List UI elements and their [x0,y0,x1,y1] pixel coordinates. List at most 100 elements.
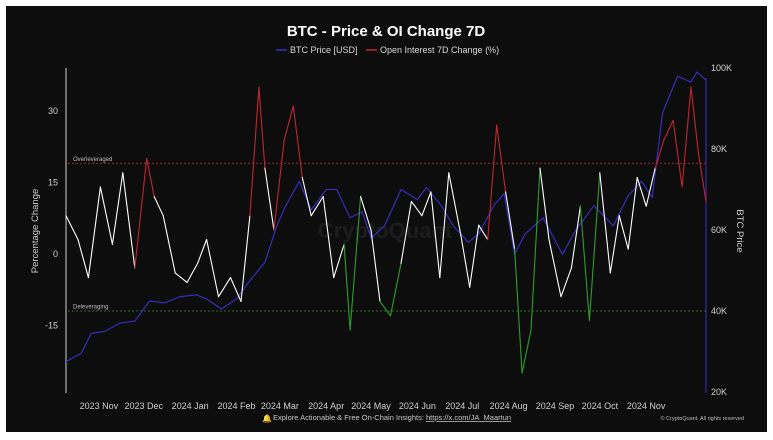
oi-segment [229,277,242,303]
oi-segment [258,86,266,169]
footer-caption: Explore Actionable & Free On-Chain Insig… [273,413,426,422]
oi-segment [521,329,532,374]
oi-segment [77,238,89,279]
oi-segment [460,234,471,288]
oi-segment [301,177,312,217]
y-tick-label: 0 [53,249,58,259]
oi-segment [539,167,550,241]
oi-segment [162,215,176,274]
oi-segment [478,224,489,241]
oi-segment [400,200,412,264]
copyright: © CryptoQuant. All rights reserved [660,415,744,422]
oi-segment [579,205,590,322]
oi-segment [421,191,432,217]
x-tick-label: 2024 Mar [261,401,299,411]
oi-segment [469,224,480,288]
x-tick-label: 2024 Feb [217,401,255,411]
oi-segment [609,215,620,274]
oi-segment [448,172,462,236]
oi-segment [645,167,656,207]
y-tick-label: 15 [48,177,58,187]
threshold-lines: Overleveraged Deleveraging [68,157,706,312]
y-tick-label: -15 [45,320,58,330]
oi-segment [654,138,665,169]
oi-segment [99,186,113,245]
x-tick-label: 2023 Nov [80,401,119,411]
oi-segment [186,262,199,283]
x-tick-label: 2024 Aug [490,401,528,411]
oi-segment [514,248,523,374]
axis-ticks: 30 15 0 -15 100K 80K 60K 40K 20K 2023 Nov 2023 Dec… [45,63,732,411]
x-tick-label: 2024 May [351,401,391,411]
oi-segment [487,124,498,241]
oi-segment [588,172,601,322]
oi-segment [264,167,275,231]
oi-segment [570,205,581,269]
x-tick-label: 2024 Apr [308,401,344,411]
x-tick-label: 2023 Dec [124,401,163,411]
footer-text: Explore Actionable & Free On-Chain Insig… [273,413,511,422]
threshold-label-1: Deleveraging [73,305,108,311]
oi-segment [111,172,124,245]
btc-price-series [65,71,707,363]
oi-segment [153,196,164,217]
oi-segment [410,200,423,217]
oi-segment [310,196,324,217]
oi-segment [283,105,294,141]
btc-price-line [65,71,707,363]
oi-segment [690,86,700,155]
oi-segment [333,243,345,279]
oi-segment [134,157,148,269]
oi-segment [548,238,562,298]
oi-segment [240,215,251,303]
oi-segment [360,196,372,231]
oi-segment [217,277,232,298]
oi-segment [122,172,136,269]
y2-tick-label: 80K [711,144,727,154]
oi-segment [663,119,674,141]
oi-segment [530,167,541,331]
footer-link[interactable]: https://x.com/JA_Maartun [426,413,511,422]
oi-segment [349,196,362,331]
oi-segment [292,105,303,179]
x-tick-label: 2024 Nov [627,401,666,411]
oi-segment [636,177,647,207]
oi-segment [681,86,692,188]
chart-panel [6,6,767,432]
oi-segment [206,238,220,298]
oi-segment [496,124,507,193]
oi-segment [697,153,707,202]
y2-tick-label: 20K [711,387,727,397]
legend-label-oi: Open Interest 7D Change (%) [380,45,499,55]
legend-label-price: BTC Price [USD] [290,45,358,55]
oi-segment [439,172,450,279]
x-tick-label: 2024 Jun [399,401,436,411]
oi-segment [249,86,260,217]
x-tick-label: 2024 Sep [536,401,575,411]
x-tick-label: 2024 Jan [172,401,209,411]
bell-icon: 🔔 [262,414,272,423]
x-tick-label: 2024 Jul [445,401,479,411]
footer: 🔔 Explore Actionable & Free On-Chain Ins… [262,413,744,423]
legend: BTC Price [USD] Open Interest 7D Change … [276,45,499,55]
oi-segment [560,267,572,298]
x-tick-label: 2024 Oct [582,401,619,411]
oi-segment [273,138,285,231]
oi-segment [197,238,208,264]
oi-segment [174,272,188,283]
oi-segment [146,157,155,198]
watermark: CryptoQuant [318,218,453,243]
y-axis-label: Percentage Change [30,189,41,274]
oi-segment [505,191,516,250]
oi-segment [65,215,79,241]
oi-segment [389,262,402,317]
oi-segment [599,172,611,274]
oi-segment [672,119,683,188]
y2-tick-label: 60K [711,225,727,235]
y2-axis-label: BTC Price [734,209,745,252]
oi-segment [370,229,381,303]
chart-title: BTC - Price & OI Change 7D [287,23,486,40]
oi-segment [322,196,335,279]
y-tick-label: 30 [48,106,58,116]
